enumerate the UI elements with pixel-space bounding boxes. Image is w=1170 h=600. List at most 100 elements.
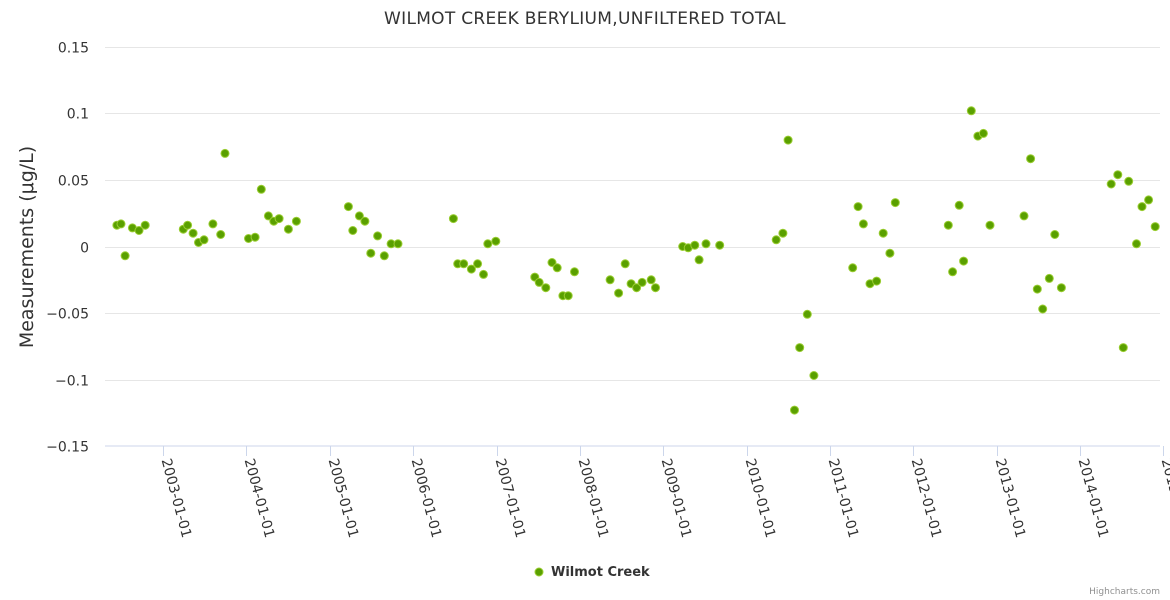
y-tick-label: 0.15 <box>58 41 89 57</box>
data-point[interactable] <box>966 106 976 116</box>
data-point[interactable] <box>263 211 273 221</box>
data-point[interactable] <box>701 239 711 249</box>
data-point[interactable] <box>570 267 579 277</box>
data-point[interactable] <box>1144 195 1154 205</box>
data-point[interactable] <box>216 230 226 239</box>
data-point[interactable] <box>985 220 995 230</box>
data-point[interactable] <box>632 283 642 293</box>
data-point[interactable] <box>291 216 301 226</box>
data-point[interactable] <box>366 248 376 258</box>
data-point[interactable] <box>853 202 863 212</box>
data-point[interactable] <box>379 251 389 261</box>
data-point[interactable] <box>1150 222 1160 232</box>
scatter-series <box>112 106 1160 415</box>
data-point[interactable] <box>354 211 364 221</box>
data-point[interactable] <box>620 259 630 269</box>
data-point[interactable] <box>1032 284 1042 294</box>
y-tick-label: −0.1 <box>55 374 89 390</box>
data-point[interactable] <box>694 255 704 265</box>
chart-title: WILMOT CREEK BERYLIUM,UNFILTERED TOTAL <box>384 9 786 29</box>
data-point[interactable] <box>809 371 819 380</box>
data-point[interactable] <box>948 267 958 277</box>
data-point[interactable] <box>547 258 557 267</box>
grid-lines <box>105 47 1160 381</box>
data-point[interactable] <box>790 405 799 415</box>
data-point[interactable] <box>690 240 700 250</box>
data-point[interactable] <box>459 259 469 269</box>
data-point[interactable] <box>208 219 218 229</box>
data-point[interactable] <box>1026 154 1036 164</box>
data-point[interactable] <box>1124 176 1134 186</box>
data-point[interactable] <box>1106 179 1116 189</box>
data-point[interactable] <box>1038 304 1048 314</box>
data-point[interactable] <box>1132 239 1141 249</box>
data-point[interactable] <box>1113 170 1123 180</box>
data-point[interactable] <box>491 236 501 246</box>
data-point[interactable] <box>802 309 812 319</box>
y-tick-label: −0.05 <box>46 307 89 323</box>
data-point[interactable] <box>120 251 130 261</box>
data-point[interactable] <box>343 202 353 212</box>
data-point[interactable] <box>183 220 193 230</box>
data-point[interactable] <box>848 263 858 273</box>
data-point[interactable] <box>274 214 284 224</box>
y-tick-label: 0.05 <box>58 174 89 190</box>
y-axis-label: Measurements (μg/L) <box>16 146 38 348</box>
data-point[interactable] <box>890 198 900 208</box>
data-point[interactable] <box>348 226 358 235</box>
data-point[interactable] <box>220 148 230 158</box>
data-point[interactable] <box>140 220 150 230</box>
data-point[interactable] <box>878 228 888 238</box>
data-point[interactable] <box>393 239 403 249</box>
data-point[interactable] <box>563 291 573 301</box>
data-point[interactable] <box>373 231 383 241</box>
data-point[interactable] <box>116 219 126 229</box>
data-point[interactable] <box>1050 230 1060 239</box>
data-point[interactable] <box>646 275 656 285</box>
data-point[interactable] <box>637 277 647 287</box>
data-point[interactable] <box>466 264 476 274</box>
data-point[interactable] <box>1137 202 1147 212</box>
y-tick-labels: 0.15 0.1 0.05 0 −0.05 −0.1 −0.15 <box>46 41 89 456</box>
data-point[interactable] <box>771 235 781 245</box>
y-tick-label: 0.1 <box>67 107 89 123</box>
data-point[interactable] <box>651 283 660 293</box>
data-point[interactable] <box>473 259 483 269</box>
data-point[interactable] <box>978 128 988 138</box>
data-point[interactable] <box>534 277 544 287</box>
data-point[interactable] <box>959 256 969 266</box>
data-point[interactable] <box>552 263 562 273</box>
data-point[interactable] <box>872 276 882 286</box>
legend[interactable]: Wilmot Creek <box>534 565 650 580</box>
data-point[interactable] <box>360 216 370 226</box>
data-point[interactable] <box>256 184 266 194</box>
data-point[interactable] <box>858 219 868 229</box>
legend-label[interactable]: Wilmot Creek <box>551 565 650 580</box>
data-point[interactable] <box>250 232 260 242</box>
legend-marker-icon <box>534 567 544 577</box>
data-point[interactable] <box>541 283 551 293</box>
data-point[interactable] <box>778 228 788 238</box>
data-point[interactable] <box>1044 273 1054 283</box>
data-point[interactable] <box>448 214 458 224</box>
data-point[interactable] <box>283 224 293 234</box>
data-point[interactable] <box>1019 211 1029 221</box>
data-point[interactable] <box>795 343 805 353</box>
data-point[interactable] <box>1056 283 1066 293</box>
data-point[interactable] <box>134 226 144 235</box>
data-point[interactable] <box>885 248 895 258</box>
data-point[interactable] <box>605 275 615 285</box>
data-point[interactable] <box>943 220 953 230</box>
data-point[interactable] <box>715 240 725 250</box>
data-point[interactable] <box>479 269 488 279</box>
data-point[interactable] <box>954 200 964 210</box>
data-point[interactable] <box>483 239 493 249</box>
data-point[interactable] <box>614 288 624 298</box>
data-point[interactable] <box>1118 343 1128 353</box>
credits-link[interactable]: Highcharts.com <box>1089 587 1160 597</box>
data-point[interactable] <box>199 235 209 245</box>
data-point[interactable] <box>188 228 198 238</box>
data-point[interactable] <box>783 135 793 145</box>
